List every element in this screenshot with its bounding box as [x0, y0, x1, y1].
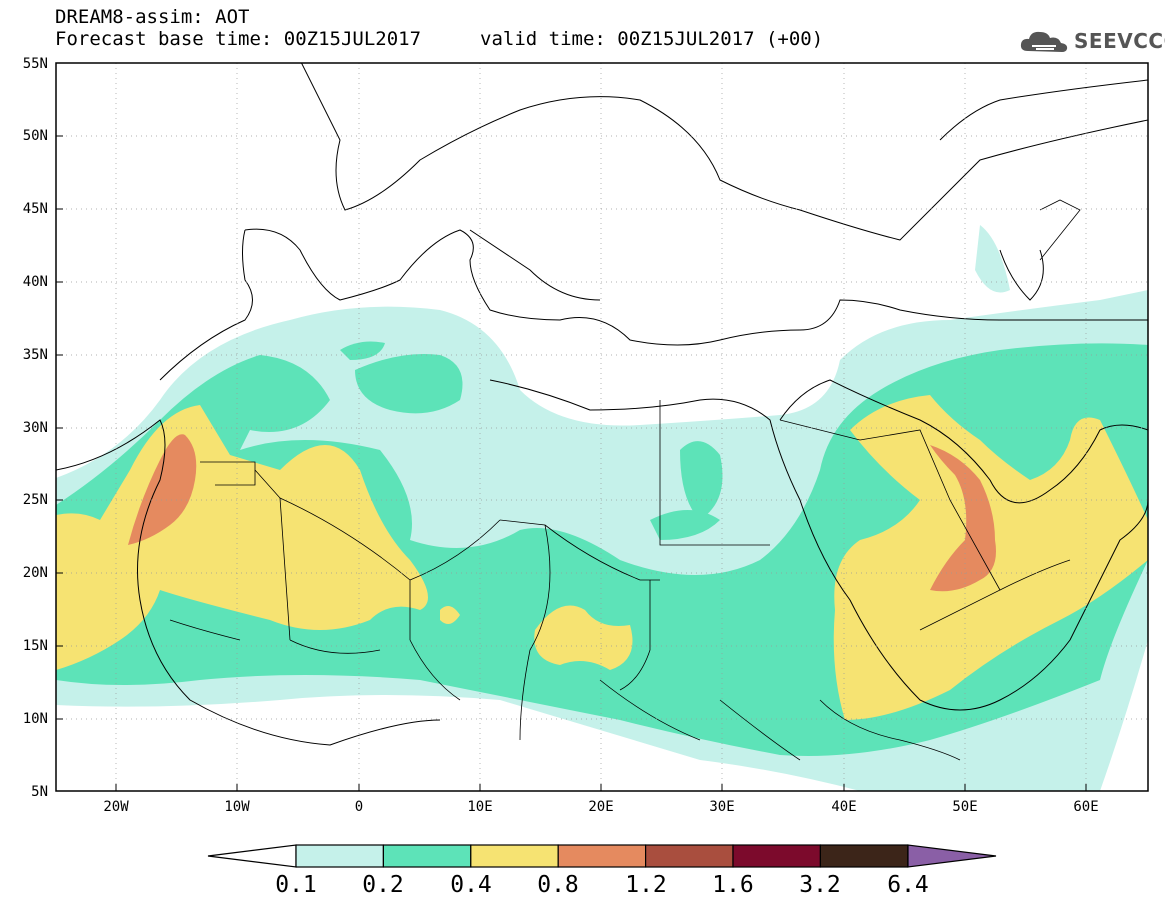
lon-label: 20W	[103, 799, 129, 815]
lat-label: 55N	[22, 56, 48, 72]
lon-label: 50E	[952, 799, 978, 815]
valid-time: valid time: 00Z15JUL2017 (+00)	[480, 28, 824, 50]
map-frame	[55, 62, 1149, 792]
lat-label: 20N	[22, 565, 48, 581]
colorbar-box	[295, 844, 385, 868]
country-borders	[169, 199, 1081, 761]
lon-label: 10W	[224, 799, 250, 815]
colorbar-label: 1.2	[625, 872, 667, 898]
lat-label: 30N	[22, 420, 48, 436]
lon-label: 10E	[467, 799, 493, 815]
colorbar-box	[819, 844, 909, 868]
lon-label: 0	[354, 799, 364, 815]
graticule	[56, 63, 1148, 791]
colorbar-over-arrow	[907, 844, 997, 868]
colorbar-box	[382, 844, 472, 868]
lon-label: 60E	[1073, 799, 1099, 815]
colorbar-label: 0.4	[450, 872, 492, 898]
colorbar-label: 0.1	[275, 872, 317, 898]
lon-label: 20E	[588, 799, 614, 815]
colorbar-label: 1.6	[712, 872, 754, 898]
lat-label: 5N	[31, 784, 48, 800]
lon-label: 30E	[709, 799, 735, 815]
colorbar-label: 3.2	[799, 872, 841, 898]
title-line-2: Forecast base time: 00Z15JUL2017	[55, 28, 422, 50]
title-line-1: DREAM8-assim: AOT	[55, 6, 250, 28]
logo-text: SEEVCCC	[1074, 29, 1165, 53]
axis-ticks	[56, 135, 1087, 791]
seevccc-logo: SEEVCCC	[1018, 27, 1165, 55]
lat-label: 10N	[22, 711, 48, 727]
colorbar-box	[470, 844, 559, 868]
coastlines	[56, 63, 1148, 746]
colorbar-label: 0.8	[537, 872, 579, 898]
lat-label: 45N	[22, 201, 48, 217]
lat-label: 50N	[22, 128, 48, 144]
lat-label: 25N	[22, 492, 48, 508]
colorbar-under-arrow	[207, 844, 297, 868]
colorbar-label: 0.2	[362, 872, 404, 898]
cloud-icon	[1020, 31, 1068, 52]
lon-label: 40E	[831, 799, 857, 815]
colorbar-label: 6.4	[887, 872, 929, 898]
colorbar-box	[644, 844, 734, 868]
lat-label: 40N	[22, 274, 48, 290]
lat-label: 15N	[22, 638, 48, 654]
colorbar-box	[557, 844, 647, 868]
lat-label: 35N	[22, 347, 48, 363]
colorbar-box	[732, 844, 822, 868]
